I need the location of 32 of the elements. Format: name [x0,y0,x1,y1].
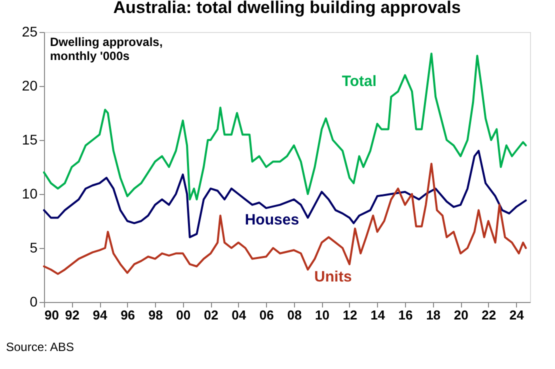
y-tick-label: 0 [30,294,38,310]
x-tick-label: 98 [148,308,163,322]
line-series [43,150,527,238]
line-series [43,52,527,200]
series-label: Houses [244,211,300,228]
y-tick-label: 10 [22,186,38,202]
x-tick-label: 04 [232,308,247,322]
x-tick-label: 10 [314,308,330,322]
x-tick-label: 02 [204,308,218,322]
x-tick-label: 14 [370,308,386,322]
y-tick-label: 25 [22,24,38,40]
y-tick-label: 5 [30,240,38,256]
series-label: Units [314,268,352,286]
x-tick-label: 92 [65,308,80,322]
x-tick-label: 16 [398,308,413,322]
series-label: Total [342,73,377,90]
x-tick-label: 08 [287,308,302,322]
x-tick-label: 12 [342,308,358,322]
x-tick-label: 94 [92,308,108,322]
x-tick-label: 18 [426,308,441,322]
x-tick-label: 96 [120,308,136,322]
chart-title: Australia: total dwelling building approvals [113,0,461,17]
y-axis-title: Dwelling approvals, monthly '000s [50,35,163,63]
x-tick-label: 24 [509,308,525,322]
y-tick-label: 20 [22,78,38,94]
x-tick-label: 90 [44,308,59,322]
y-tick-label: 15 [22,132,38,148]
x-tick-label: 22 [482,308,496,322]
x-tick-label: 06 [259,308,274,322]
x-tick-label: 00 [176,308,191,322]
x-tick-label: 20 [454,308,468,322]
source-note: Source: ABS [6,340,74,354]
